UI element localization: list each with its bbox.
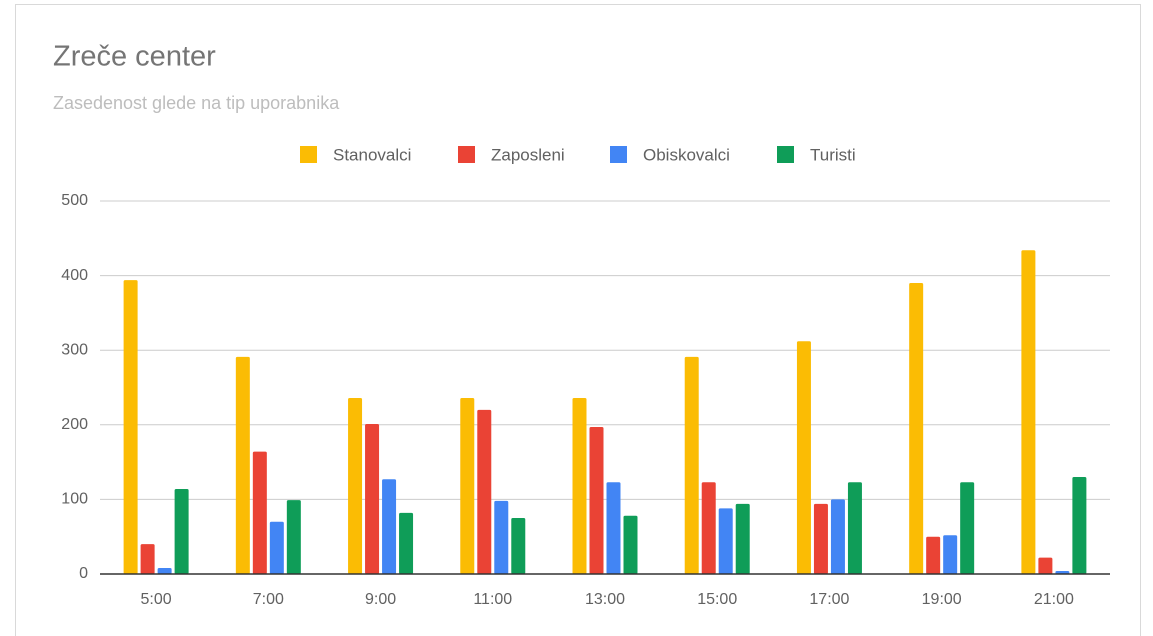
bar [399, 512, 414, 574]
legend-label: Turisti [810, 145, 856, 164]
bar [123, 280, 138, 574]
bar [909, 283, 924, 574]
bar [382, 479, 397, 574]
legend-swatch [610, 146, 627, 163]
bar [460, 397, 475, 574]
bar [960, 482, 975, 574]
bar [943, 535, 958, 574]
bar [606, 482, 621, 574]
bar [1072, 477, 1087, 574]
bar [511, 518, 526, 574]
bar [1038, 557, 1053, 574]
y-tick-label: 100 [61, 491, 88, 508]
bar [718, 508, 733, 574]
x-tick-label: 9:00 [365, 591, 396, 608]
x-tick-label: 5:00 [141, 591, 172, 608]
bar [926, 536, 941, 574]
bar [847, 482, 862, 574]
bar [140, 544, 155, 574]
bar [365, 424, 380, 574]
y-tick-label: 400 [61, 267, 88, 284]
bar [796, 341, 811, 574]
y-tick-label: 0 [79, 565, 88, 582]
bar [157, 568, 172, 574]
y-tick-label: 300 [61, 341, 88, 358]
bar [813, 503, 828, 574]
legend-label: Zaposleni [491, 145, 565, 164]
legend-swatch [300, 146, 317, 163]
bar [286, 500, 301, 574]
bar [735, 503, 750, 574]
legend-swatch [777, 146, 794, 163]
chart-subtitle: Zasedenost glede na tip uporabnika [53, 93, 340, 113]
y-tick-label: 200 [61, 416, 88, 433]
bar [589, 427, 604, 574]
y-tick-label: 500 [61, 192, 88, 209]
bar [269, 521, 284, 574]
bar [572, 397, 587, 574]
bar [252, 451, 267, 574]
bar [701, 482, 716, 574]
bar [174, 488, 189, 574]
bar [235, 356, 250, 574]
chart-title: Zreče center [53, 41, 216, 73]
x-tick-label: 17:00 [809, 591, 849, 608]
x-tick-label: 13:00 [585, 591, 625, 608]
bar [477, 409, 492, 574]
bar [348, 397, 363, 574]
bar [830, 499, 845, 574]
legend-swatch [458, 146, 475, 163]
x-tick-label: 21:00 [1034, 591, 1074, 608]
bar [1021, 250, 1036, 574]
x-tick-label: 11:00 [473, 591, 512, 608]
x-tick-label: 19:00 [922, 591, 962, 608]
legend-label: Obiskovalci [643, 145, 730, 164]
x-tick-label: 15:00 [697, 591, 737, 608]
bar [623, 515, 638, 574]
x-tick-label: 7:00 [253, 591, 284, 608]
bar [494, 500, 509, 574]
legend-label: Stanovalci [333, 145, 411, 164]
bar [684, 356, 699, 574]
